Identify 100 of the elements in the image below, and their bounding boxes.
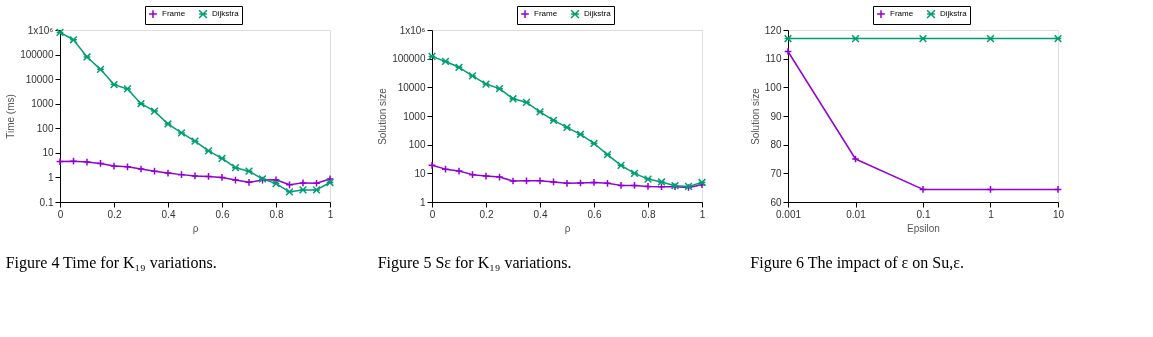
- legend-label: Frame: [162, 9, 186, 19]
- y-tick-label: 1x10⁶: [27, 24, 54, 36]
- y-tick-label: 1: [419, 196, 426, 208]
- point: [298, 178, 308, 187]
- point: [603, 150, 612, 159]
- y-axis-title: Solution size: [377, 87, 389, 145]
- point: [312, 179, 321, 188]
- point: [454, 166, 464, 176]
- y-tick-label: 100: [408, 139, 426, 151]
- x-tick-label: 0.4: [161, 208, 176, 220]
- x-tick-label: 1: [327, 208, 334, 220]
- y-tick-label: 10000: [25, 73, 54, 85]
- point: [495, 172, 504, 182]
- x-tick-label: 0.8: [269, 208, 284, 220]
- y-tick-label: 100: [36, 122, 54, 134]
- point: [616, 161, 626, 170]
- point: [204, 146, 213, 156]
- y-tick-label: 100000: [392, 53, 426, 65]
- point: [616, 181, 626, 190]
- point: [136, 164, 146, 174]
- point: [657, 182, 666, 191]
- point: [231, 175, 240, 185]
- y-axis-title: Time (ms): [5, 94, 17, 139]
- point: [522, 98, 531, 107]
- point: [69, 35, 78, 44]
- text: Figure 5 Sε for K₁₉ variations.: [377, 254, 572, 272]
- point: [217, 154, 227, 163]
- point: [851, 154, 860, 164]
- point: [285, 180, 294, 189]
- y-tick-label: 70: [770, 167, 782, 179]
- y-tick-label: 100: [764, 81, 782, 93]
- point: [643, 182, 653, 191]
- point: [562, 123, 572, 132]
- y-tick-label: 90: [770, 110, 782, 122]
- point: [163, 169, 173, 178]
- x-tick-label: 1: [699, 208, 706, 220]
- point: [136, 99, 146, 108]
- point: [454, 63, 464, 72]
- point: [535, 107, 545, 116]
- point: [508, 94, 518, 103]
- point: [285, 187, 294, 196]
- point: [918, 34, 928, 43]
- point: [244, 178, 254, 187]
- point: [163, 119, 173, 129]
- point: [109, 80, 119, 89]
- x-axis-title: ρ: [192, 222, 199, 234]
- point: [123, 84, 132, 94]
- x-tick-label: 0: [57, 208, 64, 220]
- x-tick-label: 1: [988, 208, 995, 220]
- point: [190, 137, 200, 146]
- point: [96, 65, 105, 74]
- x-axis-title: ρ: [564, 222, 571, 234]
- point: [657, 177, 666, 187]
- point: [271, 179, 281, 188]
- point: [549, 116, 558, 125]
- y-tick-label: 110: [765, 53, 782, 65]
- point: [312, 185, 321, 195]
- text: Figure 4 Time for K₁₉ variations.: [5, 254, 217, 272]
- y-axis-title: Solution size: [749, 87, 761, 145]
- point: [481, 79, 491, 89]
- x-tick-label: 0.6: [587, 208, 602, 220]
- point: [69, 157, 78, 166]
- x-tick-label: 0.2: [107, 208, 122, 220]
- legend-label: Frame: [890, 9, 914, 19]
- point: [851, 34, 860, 43]
- point: [522, 176, 531, 185]
- x-tick-label: 10: [1052, 208, 1065, 220]
- point: [123, 162, 132, 171]
- point: [576, 178, 585, 188]
- y-tick-label: 1x10⁶: [399, 24, 426, 36]
- point: [576, 130, 585, 139]
- y-tick-label: 0.1: [39, 196, 54, 208]
- point: [109, 161, 119, 171]
- x-tick-label: 0: [429, 208, 436, 220]
- legend-label: Dijkstra: [212, 9, 240, 19]
- y-tick-label: 100000: [20, 49, 54, 61]
- point: [918, 185, 928, 194]
- point: [190, 171, 200, 181]
- point: [589, 139, 599, 148]
- point: [562, 179, 572, 188]
- point: [643, 174, 653, 184]
- y-tick-label: 1000: [403, 110, 426, 122]
- point: [468, 71, 477, 81]
- point: [217, 173, 227, 182]
- x-tick-label: 0.4: [533, 208, 548, 220]
- point: [986, 34, 995, 43]
- x-tick-label: 0.8: [641, 208, 656, 220]
- point: [271, 175, 281, 184]
- x-tick-label: 0.01: [846, 208, 867, 220]
- point: [150, 167, 159, 176]
- y-tick-label: 10: [42, 147, 54, 159]
- x-tick-label: 0.001: [775, 208, 802, 220]
- x-tick-label: 0.2: [479, 208, 494, 220]
- y-tick-label: 10: [414, 167, 426, 179]
- y-tick-label: 80: [770, 139, 782, 151]
- point: [82, 52, 92, 62]
- x-tick-label: 0.1: [916, 208, 931, 220]
- y-tick-label: 120: [764, 24, 782, 36]
- text: Figure 6 The impact of ε on Su,ε.: [750, 254, 964, 272]
- legend-label: Frame: [534, 9, 558, 19]
